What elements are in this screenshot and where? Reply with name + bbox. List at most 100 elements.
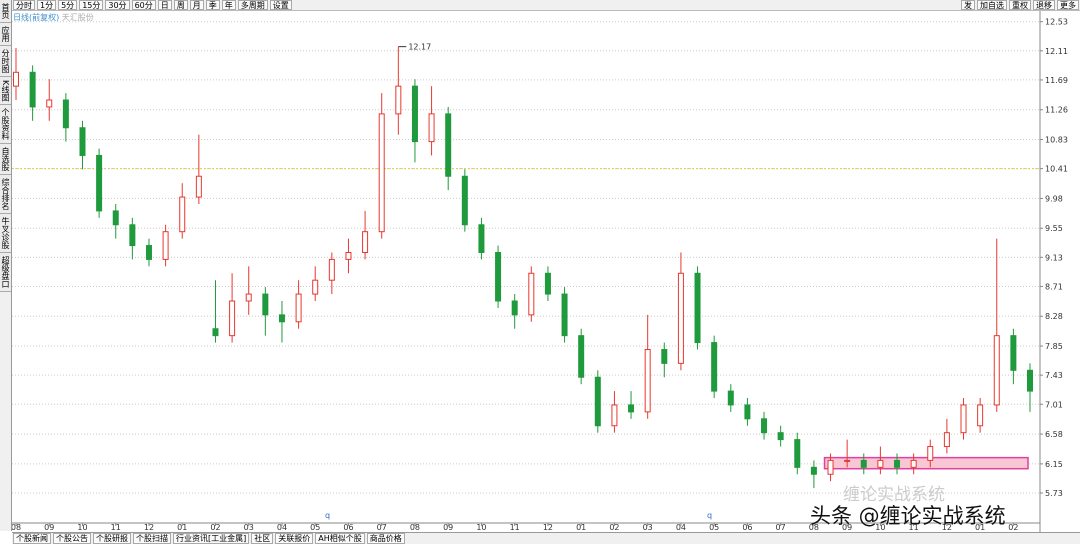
- x-tick-label: 12: [543, 523, 553, 532]
- watermark: 头条 @缠论实战系统: [810, 504, 1006, 528]
- toolbar-button[interactable]: 日: [157, 0, 172, 10]
- x-tick-label: 01: [975, 523, 985, 532]
- toolbar-button[interactable]: 年: [221, 0, 236, 10]
- candle-body: [179, 196, 186, 233]
- toolbar: 分时 1分 5分 15分 30分 60分日周月季年多周期 设置 发加自选 重权 退移 更多: [12, 0, 1080, 11]
- side-tab[interactable]: 应用: [0, 23, 11, 46]
- side-tab[interactable]: K线图: [0, 77, 11, 106]
- side-tab[interactable]: 自选股: [0, 144, 11, 176]
- x-tick-label: 09: [443, 523, 453, 532]
- candle-body: [129, 224, 136, 247]
- x-tick-label: 02: [1008, 523, 1018, 532]
- toolbar-button[interactable]: 退移: [1033, 0, 1055, 10]
- candle-body: [362, 231, 369, 253]
- candle-body: [644, 349, 651, 413]
- toolbar-button[interactable]: 60分: [131, 0, 156, 10]
- y-tick-label: 11.26: [1045, 106, 1068, 115]
- bottom-tab[interactable]: 个股扫描: [133, 533, 171, 544]
- candle-body: [827, 459, 834, 475]
- candle-body: [844, 459, 851, 462]
- candle-body: [578, 335, 585, 378]
- x-tick-label: 10: [476, 523, 486, 532]
- candle-body: [29, 71, 36, 108]
- toolbar-button[interactable]: 发: [961, 0, 975, 10]
- side-tab[interactable]: 个股资料: [0, 105, 11, 145]
- candle-body: [112, 210, 119, 226]
- candle-body: [428, 113, 435, 143]
- toolbar-button[interactable]: 多周期: [237, 0, 268, 10]
- toolbar-button[interactable]: 周: [173, 0, 188, 10]
- bottom-tab[interactable]: AH相似个股: [315, 533, 365, 544]
- side-tab[interactable]: 分时图: [0, 46, 11, 77]
- x-tick-label: 09: [44, 523, 54, 532]
- side-tab[interactable]: 首页: [0, 0, 11, 23]
- y-tick-label: 11.69: [1045, 76, 1068, 85]
- candle-body: [411, 85, 418, 143]
- candle-body: [461, 175, 468, 226]
- x-tick-label: 11: [909, 523, 919, 532]
- bottom-tab[interactable]: 社区: [251, 533, 274, 544]
- candle-body: [761, 418, 768, 434]
- x-tick-label: 03: [244, 523, 254, 532]
- candle-body: [943, 432, 950, 448]
- stock-name: 天汇股份: [61, 13, 94, 22]
- candle-body: [278, 314, 285, 323]
- candle-body: [1010, 335, 1017, 371]
- toolbar-button[interactable]: 15分: [79, 0, 104, 10]
- candle-body: [145, 245, 152, 260]
- side-tabs: 首页 应用 分时图 K线图 个股资料 自选股 综合排名 牛叉诊股 超级盘口: [0, 0, 12, 531]
- candle-body: [777, 432, 784, 441]
- x-tick-label: 07: [776, 523, 786, 532]
- candle-body: [478, 224, 485, 253]
- bottom-tab[interactable]: 商品价格: [366, 533, 405, 544]
- toolbar-button[interactable]: 加自选: [977, 0, 1007, 10]
- side-tab[interactable]: 牛叉诊股: [0, 214, 11, 254]
- bottom-tab[interactable]: 个股研报: [93, 533, 131, 544]
- x-tick-label: 04: [676, 523, 686, 532]
- candle-body: [312, 279, 319, 295]
- y-tick-label: 10.83: [1045, 136, 1068, 145]
- bottom-tab[interactable]: 个股新闻: [13, 533, 51, 544]
- bottom-tab[interactable]: 个股公告: [53, 533, 91, 544]
- y-tick-label: 9.98: [1045, 194, 1063, 203]
- x-tick-label: 04: [277, 523, 287, 532]
- candle-body: [511, 300, 518, 316]
- toolbar-button[interactable]: 设置: [269, 0, 292, 10]
- x-tick-label: 08: [410, 523, 420, 532]
- bottom-tab[interactable]: 关联报价: [275, 533, 314, 544]
- y-tick-label: 7.85: [1045, 342, 1063, 351]
- candle-body: [245, 293, 252, 302]
- x-tick-label: 07: [377, 523, 387, 532]
- side-tab[interactable]: 综合排名: [0, 175, 11, 215]
- candle-body: [611, 404, 618, 427]
- bottom-tab[interactable]: 行业资讯[工业金属]: [173, 533, 250, 544]
- toolbar-button[interactable]: 月: [189, 0, 204, 10]
- chart: 12.53 12.11 11.69 11.26 10.83 10.41 9.98 9.55 9.…: [12, 11, 1068, 532]
- toolbar-button[interactable]: 5分: [58, 0, 78, 10]
- x-tick-label: 05: [709, 523, 719, 532]
- candle-body: [561, 293, 568, 337]
- x-tick-label: 10: [77, 523, 87, 532]
- candle-body: [162, 231, 169, 260]
- candle-body: [628, 404, 635, 413]
- x-tick-label: 01: [177, 523, 187, 532]
- x-tick-label: 06: [742, 523, 752, 532]
- candle-body: [212, 328, 219, 337]
- toolbar-button[interactable]: 更多: [1057, 0, 1079, 10]
- toolbar-button[interactable]: 季: [205, 0, 220, 10]
- y-tick-label: 12.53: [1045, 18, 1068, 27]
- watermark-faint: 缠论实战系统: [843, 485, 945, 505]
- candle-body: [694, 272, 701, 344]
- candle-body: [262, 293, 269, 316]
- candle-body: [711, 342, 718, 392]
- y-tick-label: 9.13: [1045, 253, 1063, 262]
- side-tab[interactable]: 超级盘口: [0, 253, 11, 293]
- candle-body: [62, 99, 69, 129]
- toolbar-button[interactable]: 30分: [105, 0, 130, 10]
- toolbar-button[interactable]: 1分: [37, 0, 57, 10]
- bottom-tabs: 个股新闻 个股公告 个股研报 个股扫描 行业资讯[工业金属] 社区 关联报价 AH相似个股 商品…: [12, 532, 1080, 544]
- toolbar-button[interactable]: 重权: [1009, 0, 1031, 10]
- toolbar-button[interactable]: 分时: [13, 0, 35, 10]
- y-tick-label: 6.15: [1045, 460, 1063, 469]
